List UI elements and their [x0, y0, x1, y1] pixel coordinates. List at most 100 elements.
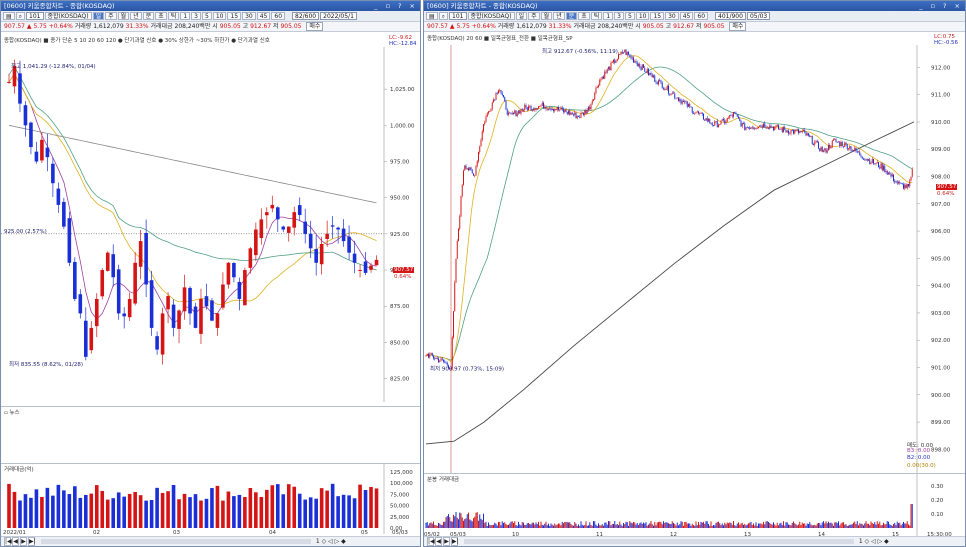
- menu-icon[interactable]: ▤: [3, 12, 15, 20]
- right-vol-bar: [618, 525, 619, 528]
- right-vol-bar: [684, 521, 686, 528]
- right-period-button[interactable]: 주: [528, 12, 540, 20]
- right-y-tick: 905.00: [931, 256, 951, 262]
- left-period-button[interactable]: 15: [227, 12, 242, 20]
- right-period-button[interactable]: 10: [635, 12, 650, 20]
- search-icon[interactable]: ⌕: [438, 12, 449, 20]
- right-window-controls[interactable]: _ ▫ ? ×: [919, 2, 963, 10]
- left-period-button[interactable]: 5: [201, 12, 212, 20]
- scroll-first-icon[interactable]: |◀: [427, 537, 435, 546]
- right-vol-bar: [869, 525, 871, 528]
- left-period-button[interactable]: 초: [155, 12, 167, 20]
- right-vol-bar: [620, 524, 622, 528]
- right-vol-bar: [461, 517, 463, 528]
- left-price-chart[interactable]: 1,025.001,000.00975.00950.00925.00900.00…: [1, 47, 420, 407]
- scroll-prev-icon[interactable]: ◀: [12, 537, 19, 546]
- left-count-field[interactable]: 82/600: [292, 12, 320, 20]
- scroll-last-icon[interactable]: ▶|: [451, 537, 459, 546]
- left-period-button[interactable]: 10: [212, 12, 227, 20]
- left-infobar: 907.57 ▲ 5.75 +0.64% 거래량 1,612,079 31.33…: [1, 22, 420, 32]
- left-date-field[interactable]: 2022/05/1: [320, 12, 357, 20]
- right-period-button[interactable]: 3: [614, 12, 624, 20]
- left-period-button[interactable]: 30: [242, 12, 256, 20]
- right-vol-bar: [545, 521, 547, 528]
- right-candle-body: [555, 109, 557, 111]
- left-candle-body: [193, 306, 198, 328]
- right-period-button[interactable]: 틱: [590, 12, 603, 20]
- right-period-button[interactable]: 일: [515, 12, 528, 20]
- left-volume-chart[interactable]: 125,000 100,000 75,000 50,000 25,000 0.00 2022…: [1, 464, 420, 536]
- left-period-button[interactable]: 분: [142, 12, 155, 20]
- right-candle-body: [539, 105, 541, 107]
- right-candle-body: [571, 112, 573, 115]
- left-period-button[interactable]: 3: [191, 12, 201, 20]
- right-period-button[interactable]: 60: [694, 12, 709, 20]
- menu-icon[interactable]: ▤: [426, 12, 438, 20]
- right-vol-panel-label: 분봉 거래대금: [427, 477, 460, 483]
- left-period-button[interactable]: 60: [271, 12, 286, 20]
- left-period-button[interactable]: 일: [92, 12, 105, 20]
- left-bottom-right[interactable]: 1 ◇ ◁ ▷ ◆: [315, 538, 346, 545]
- right-infobar: 907.57 ▲ 5.75 +0.64% 거래량 1,612,079 31.33…: [424, 22, 965, 32]
- left-vol-bar: [347, 495, 351, 528]
- right-period-button[interactable]: 15: [650, 12, 665, 20]
- right-period-button[interactable]: 종합(KOSDAQ): [467, 12, 515, 20]
- right-buy-button[interactable]: 매수: [729, 22, 747, 31]
- right-candle-body: [661, 82, 663, 89]
- left-code-field[interactable]: 101: [26, 12, 44, 20]
- right-period-button[interactable]: 월: [540, 12, 553, 20]
- left-window-controls[interactable]: _ ▫ ? ×: [374, 2, 418, 10]
- scroll-next-icon[interactable]: ▶: [20, 537, 27, 546]
- left-period-button[interactable]: 1: [180, 12, 191, 20]
- left-period-button[interactable]: 틱: [167, 12, 180, 20]
- left-period-button[interactable]: 종합(KOSDAQ): [44, 12, 92, 20]
- right-candle-body: [551, 108, 553, 111]
- right-candle-body: [760, 125, 762, 127]
- right-candle-body: [459, 216, 461, 229]
- right-candle-body: [761, 126, 763, 128]
- right-period-button[interactable]: 30: [665, 12, 679, 20]
- scroll-next-icon[interactable]: ▶: [443, 537, 450, 546]
- search-icon[interactable]: ⌕: [15, 12, 26, 20]
- right-period-button[interactable]: 45: [679, 12, 694, 20]
- right-period-button[interactable]: 분: [565, 12, 578, 20]
- right-date-field[interactable]: 05/03: [746, 12, 771, 20]
- right-vol-bar: [744, 523, 746, 528]
- right-vol-bar: [910, 504, 912, 528]
- right-candle-body: [776, 125, 778, 126]
- right-vol-bar: [853, 522, 854, 528]
- left-vol-bar: [62, 490, 66, 528]
- right-scrollbar[interactable]: [463, 539, 854, 544]
- right-vol-bar: [553, 525, 554, 528]
- right-period-button[interactable]: 초: [578, 12, 590, 20]
- right-vol-bar: [623, 522, 624, 528]
- right-candle-body: [730, 115, 732, 116]
- right-candle-body: [758, 126, 759, 128]
- left-candle-body: [171, 304, 176, 328]
- right-volume-chart[interactable]: 0.30 0.20 0.10 05/02 05/03 10 11 12 13 14 15 15:30:…: [424, 474, 965, 538]
- left-scrollbar[interactable]: [40, 539, 311, 544]
- left-period-button[interactable]: 월: [117, 12, 130, 20]
- right-period-button[interactable]: 5: [624, 12, 635, 20]
- right-code-field[interactable]: 101: [449, 12, 467, 20]
- right-candle-body: [893, 174, 894, 181]
- right-period-button[interactable]: 1: [603, 12, 614, 20]
- right-price-chart[interactable]: 912.00 911.00 910.00 909.00 908.00 907.00 906.…: [424, 45, 965, 473]
- left-period-button[interactable]: 45: [256, 12, 271, 20]
- right-vol-bar: [530, 524, 532, 528]
- right-candle-body: [485, 116, 487, 123]
- left-period-button[interactable]: 년: [130, 12, 142, 20]
- left-buy-button[interactable]: 매수: [306, 22, 324, 31]
- right-vol-bar: [791, 523, 793, 528]
- right-period-button[interactable]: 년: [553, 12, 565, 20]
- left-period-button[interactable]: 주: [105, 12, 117, 20]
- right-vol-bar: [769, 522, 771, 528]
- right-vol-bar: [440, 524, 442, 528]
- scroll-first-icon[interactable]: |◀: [4, 537, 12, 546]
- right-count-field[interactable]: 401/900: [715, 12, 746, 20]
- scroll-last-icon[interactable]: ▶|: [28, 537, 36, 546]
- left-candle-body: [23, 105, 28, 126]
- scroll-prev-icon[interactable]: ◀: [435, 537, 442, 546]
- right-bottom-right[interactable]: 1 ◇ ◁ ▷ ◆: [858, 538, 889, 545]
- right-candle-body: [541, 102, 543, 106]
